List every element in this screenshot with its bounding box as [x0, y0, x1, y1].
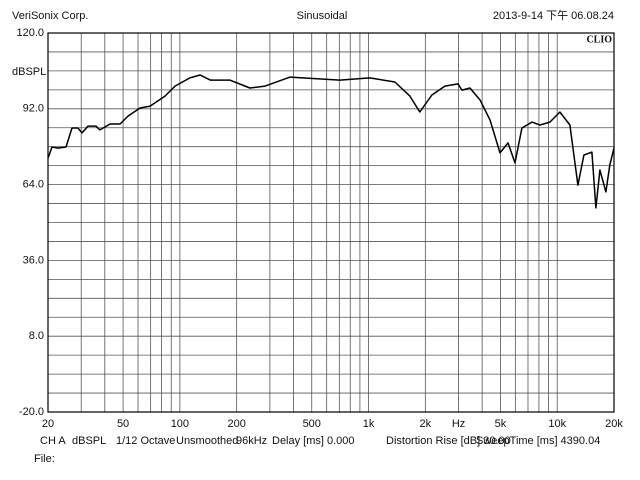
- x-tick-label: 5k: [495, 418, 507, 430]
- x-tick-label: 100: [171, 418, 189, 430]
- y-axis-label: dBSPL: [12, 66, 46, 78]
- chart-title: Sinusoidal: [297, 10, 348, 22]
- footer-item: dBSPL: [72, 435, 106, 447]
- x-tick-label: 2k: [420, 418, 432, 430]
- y-tick-label: 36.0: [23, 254, 44, 266]
- y-tick-label: 120.0: [16, 27, 44, 39]
- footer-item: 96kHz: [236, 435, 267, 447]
- response-line: [47, 74, 615, 209]
- x-tick-label: 1k: [363, 418, 375, 430]
- logo: CLIO: [586, 34, 612, 45]
- x-tick-label: Hz: [452, 418, 465, 430]
- footer-item: 1/12 Octave: [116, 435, 175, 447]
- x-tick-label: 500: [303, 418, 321, 430]
- file-label: File:: [34, 453, 55, 465]
- header-left: VeriSonix Corp.: [12, 10, 88, 22]
- x-tick-label: 200: [227, 418, 245, 430]
- header-right: 2013-9-14 下午 06.08.24: [493, 9, 614, 22]
- footer-item: Unsmoothed: [176, 435, 238, 447]
- x-tick-label: 10k: [548, 418, 566, 430]
- footer-item: CH A: [40, 435, 66, 447]
- x-tick-label: 20: [42, 418, 54, 430]
- x-tick-label: 20k: [605, 418, 623, 430]
- footer-item: Delay [ms] 0.000: [272, 435, 355, 447]
- footer-item: SweepTime [ms] 4390.04: [476, 435, 600, 447]
- y-tick-label: -20.0: [19, 406, 44, 418]
- footer-item: Distortion Rise [dB] 30.00: [386, 435, 511, 447]
- y-tick-label: 92.0: [23, 103, 44, 115]
- plot-frame: [47, 32, 615, 413]
- y-tick-label: 8.0: [29, 330, 44, 342]
- x-tick-label: 50: [117, 418, 129, 430]
- y-tick-label: 64.0: [23, 179, 44, 191]
